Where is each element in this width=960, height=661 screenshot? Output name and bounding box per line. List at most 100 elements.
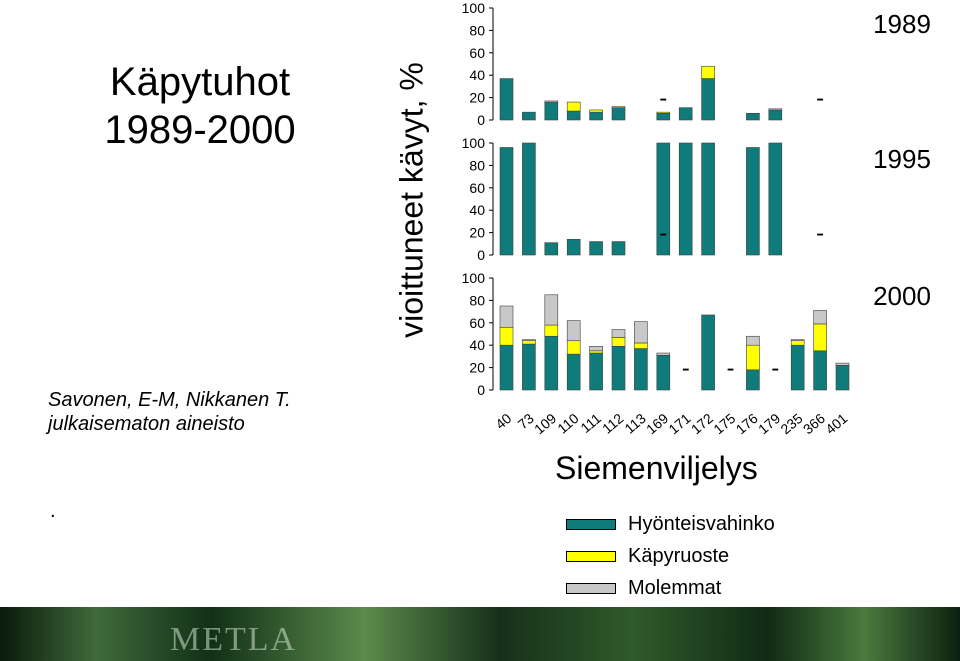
source-line-1: Savonen, E-M, Nikkanen T. [48,389,291,411]
y-tick-label: 20 [469,90,485,106]
bar-segment [634,348,648,391]
bar-segment [656,354,671,391]
bar-segment [746,335,760,346]
bar-segment [589,241,603,256]
bar-segment [656,352,671,356]
bar-segment [768,142,783,256]
legend: Hyönteisvahinko Käpyruoste Molemmat [566,508,775,604]
bar-segment [522,111,536,121]
legend-item: Hyönteisvahinko [566,508,775,540]
bar-segment [544,242,559,256]
y-tick-label: 0 [477,247,485,263]
legend-item: Käpyruoste [566,540,775,572]
bar-segment [589,350,603,354]
bar-segment [566,320,581,342]
bar-segment [746,112,760,121]
slide-title: Käpytuhot 1989-2000 [70,58,330,154]
y-tick-label: 100 [462,135,486,151]
panel-year-label: 1989 [873,9,931,39]
bar-segment [522,339,536,342]
panel-year-label: 2000 [873,281,931,311]
y-tick-label: 60 [469,315,485,331]
title-line-1: Käpytuhot [109,60,291,104]
bar-segment [611,337,626,347]
stray-dot: . [50,500,56,522]
y-tick-label: 0 [477,382,485,398]
bar-segment [790,339,805,342]
y-tick-label: 80 [469,292,485,308]
missing-data-mark: - [659,220,667,247]
bar-segment [499,326,514,346]
bar-segment [656,142,671,256]
bar-segment [701,142,715,256]
bar-segment [522,142,536,256]
bar-segment [499,147,514,256]
bar-segment [746,344,760,371]
bar-segment [768,108,783,111]
x-tick-label: 401 [822,410,850,437]
bar-segment [566,239,581,256]
bar-segment [499,305,514,328]
bar-segment [611,106,626,108]
bar-segment [656,111,671,114]
y-tick-label: 60 [469,45,485,61]
y-tick-label: 80 [469,157,485,173]
bar-segment [566,110,581,121]
bar-segment [746,369,760,391]
missing-data-mark: - [816,85,824,112]
y-tick-label: 40 [469,67,485,83]
y-tick-label: 80 [469,22,485,38]
bar-segment [813,350,827,391]
legend-label: Hyönteisvahinko [628,512,775,535]
bar-segment [790,344,805,391]
legend-label: Molemmat [628,576,722,599]
bar-segment [611,329,626,338]
missing-data-mark: - [682,355,690,382]
bar-segment [589,352,603,391]
bar-segment [544,335,559,391]
y-tick-label: 100 [462,270,486,286]
y-tick-label: 60 [469,180,485,196]
bar-segment [589,109,603,113]
bar-segment [566,353,581,391]
bar-segment [611,346,626,391]
bar-segment [544,101,559,121]
y-tick-label: 20 [469,360,485,376]
bar-segment [544,324,559,337]
bar-segment [499,78,514,121]
bar-segment [678,142,693,256]
bar-segment [768,109,783,121]
missing-data-mark: - [727,355,735,382]
bar-segment [678,107,693,121]
legend-item: Molemmat [566,572,775,604]
bar-segment [835,365,850,391]
bar-segment [544,294,559,326]
missing-data-mark: - [771,355,779,382]
bar-segment [746,147,760,256]
y-tick-label: 40 [469,337,485,353]
x-axis-label: Siemenviljelys [555,450,758,486]
bar-segment [589,346,603,352]
legend-swatch-both [566,582,616,594]
legend-label: Käpyruoste [628,544,730,567]
y-tick-label: 40 [469,202,485,218]
bar-segment [522,343,536,391]
bar-segment [566,340,581,355]
bar-segment [589,111,603,121]
bar-segment [835,362,850,366]
stacked-bar-chart: 0 20 40 60 80 100 - - 1989 0 20 40 60 80 100 - - 1995 0 20 4… [462,0,931,437]
bar-segment [611,107,626,121]
y-tick-label: 0 [477,112,485,128]
bar-segment [634,342,648,349]
source-line-2: julkaisematon aineisto [48,413,245,435]
bar-segment [701,78,715,121]
bar-segment [701,314,715,391]
source-citation: Savonen, E-M, Nikkanen T. julkaisematon … [48,388,358,436]
bar-segment [813,310,827,325]
missing-data-mark: - [816,220,824,247]
bar-segment [544,100,559,103]
footer-logo: METLA [170,621,298,658]
bar-segment [701,65,715,79]
bar-segment [813,323,827,352]
bar-segment [790,340,805,346]
